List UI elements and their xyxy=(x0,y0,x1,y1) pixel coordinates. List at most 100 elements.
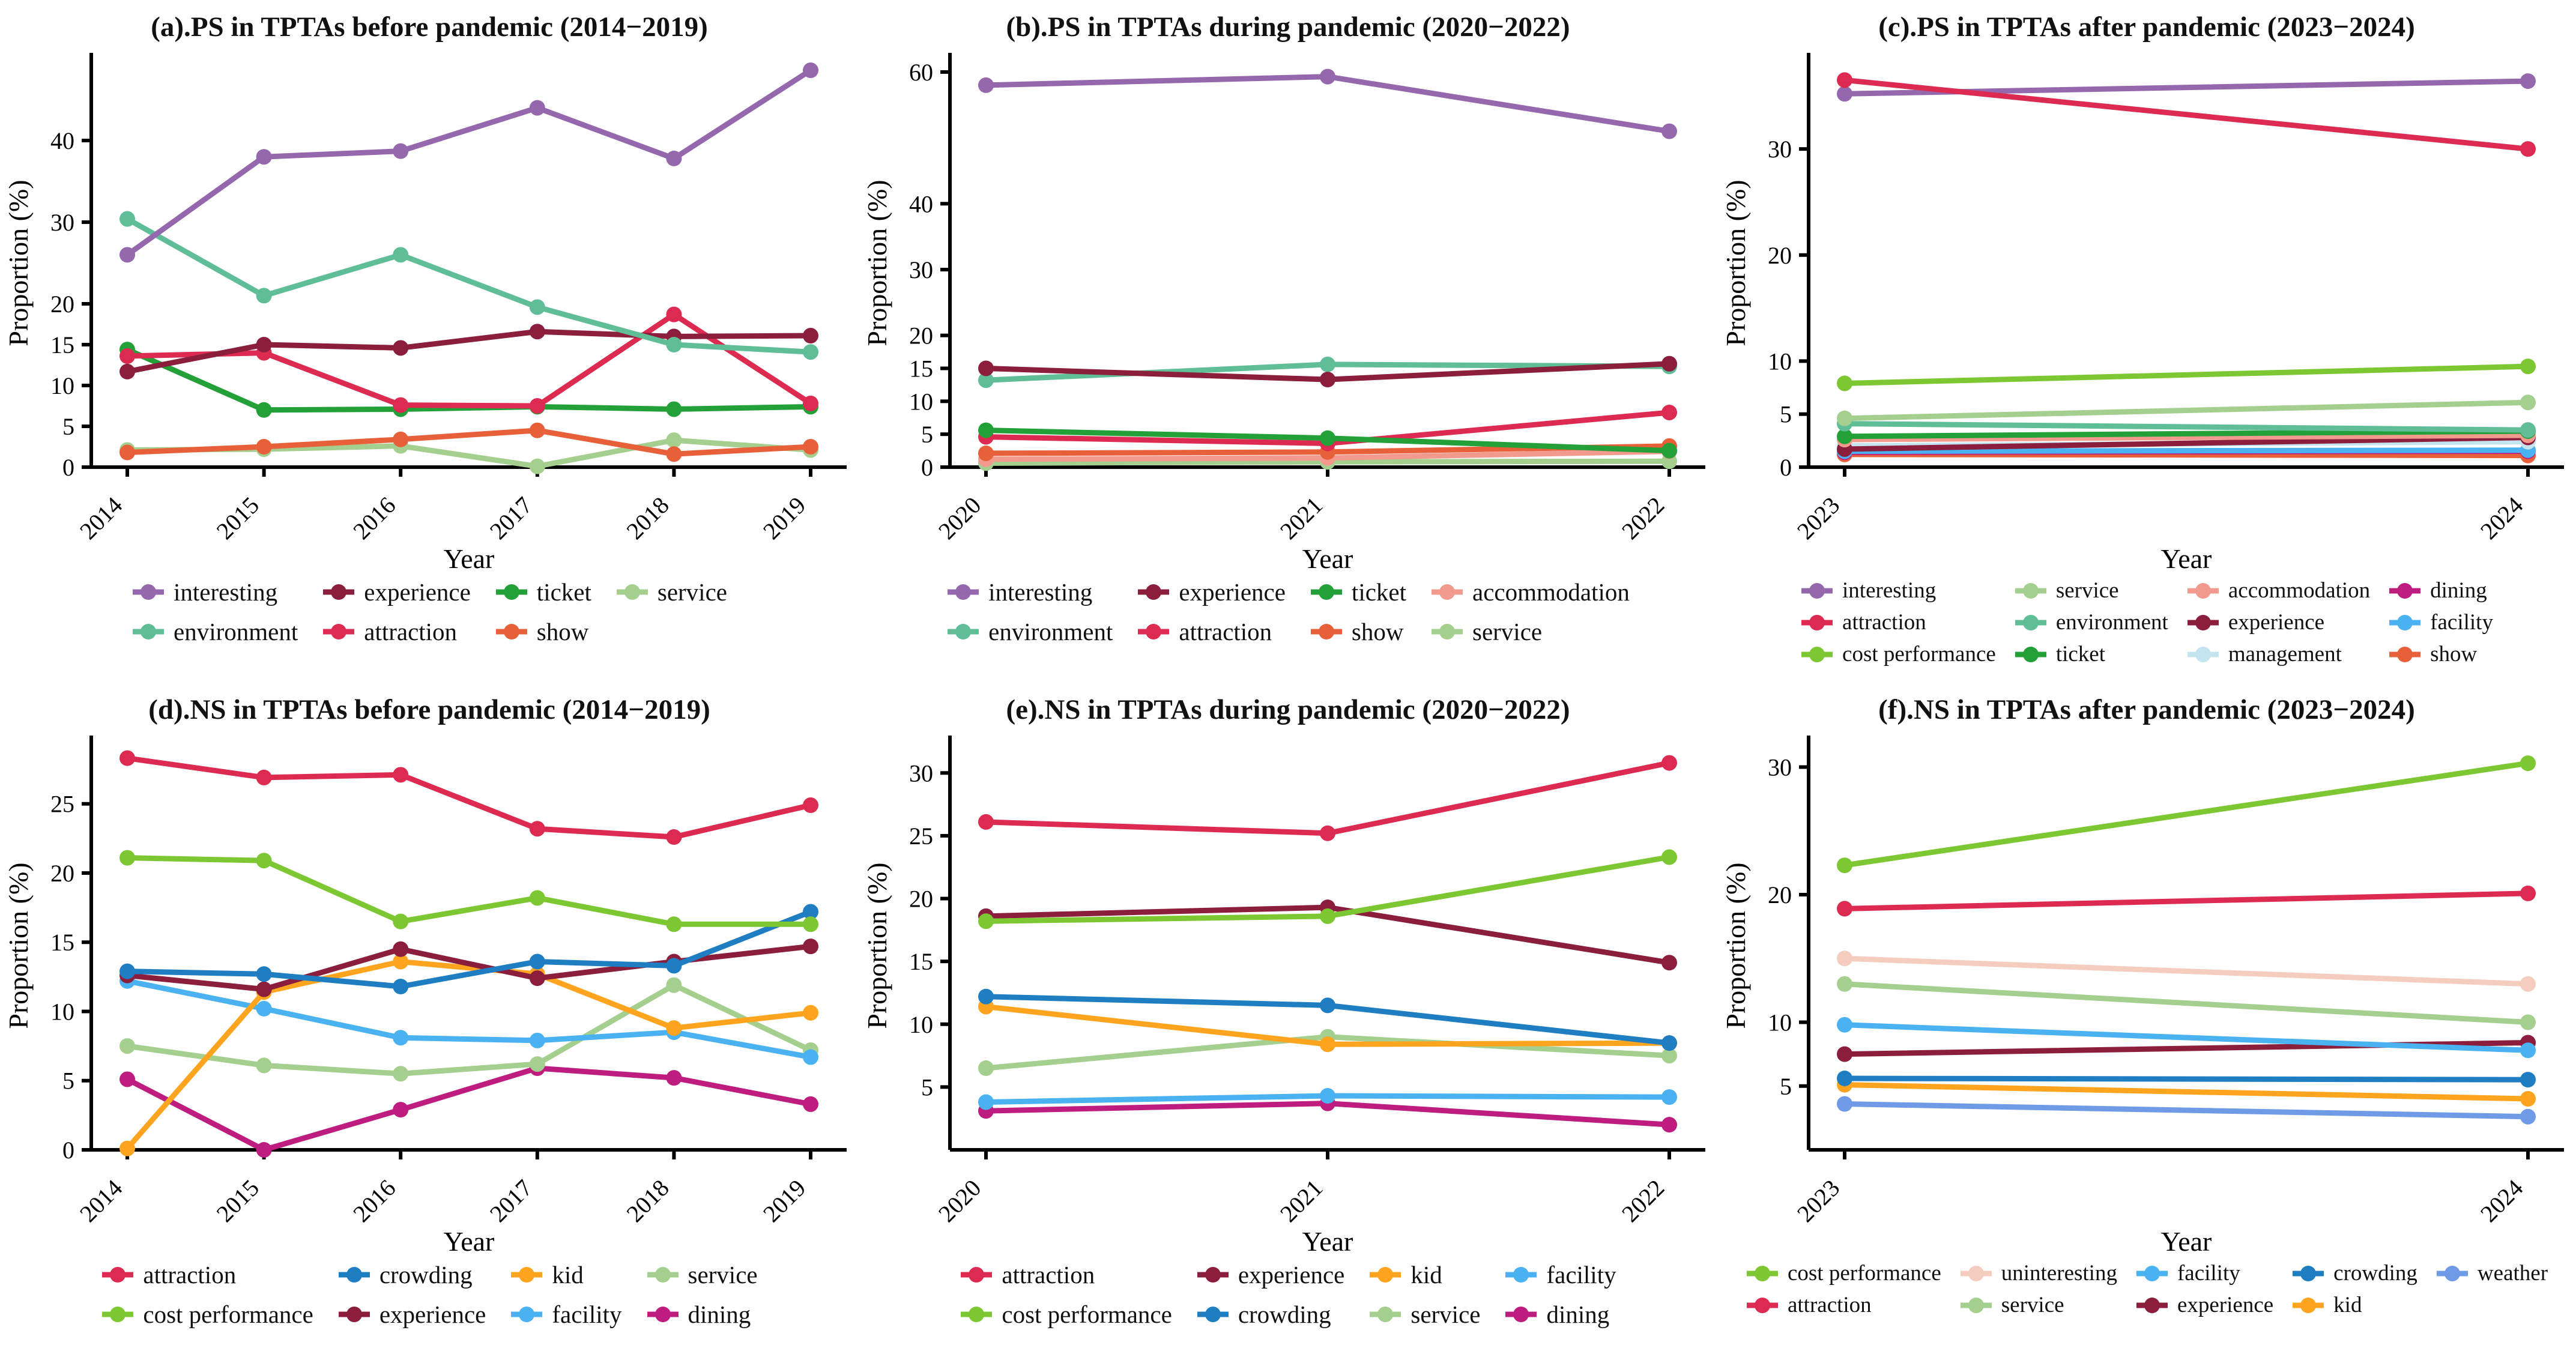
legend-item-dining: dining xyxy=(646,1300,758,1329)
legend-marker-icon xyxy=(323,584,355,600)
y-tick-label: 0 xyxy=(62,1137,74,1164)
series-service xyxy=(119,977,818,1082)
legend-label: management xyxy=(2228,642,2342,666)
y-axis-title: Proportion (%) xyxy=(862,862,892,1029)
legend-label: service xyxy=(2055,578,2119,603)
panel-e-title: (e).NS in TPTAs during pandemic (2020−20… xyxy=(1006,694,1570,725)
legend-marker-icon xyxy=(1310,584,1342,600)
y-tick-label: 40 xyxy=(909,190,933,217)
legend-marker-icon xyxy=(647,1307,679,1322)
y-axis-title: Proportion (%) xyxy=(862,180,892,346)
legend-marker-icon xyxy=(1138,584,1170,600)
y-tick-label: 5 xyxy=(62,413,74,440)
legend-marker-icon xyxy=(1801,582,1833,599)
series-dining xyxy=(119,1060,818,1158)
legend-item-show: show xyxy=(495,617,591,646)
legend-label: attraction xyxy=(143,1261,237,1289)
y-tick-label: 5 xyxy=(1780,1073,1792,1100)
legend-label: crowding xyxy=(1238,1301,1331,1328)
legend-label: facility xyxy=(552,1301,622,1328)
legend-item-kid: kid xyxy=(1368,1260,1480,1289)
legend-marker-icon xyxy=(1505,1267,1537,1283)
panel-a: (a).PS in TPTAs before pandemic (2014−20… xyxy=(0,0,859,683)
legend-marker-icon xyxy=(2389,646,2421,662)
y-tick-label: 25 xyxy=(909,823,933,850)
legend-label: experience xyxy=(364,578,471,606)
y-tick-label: 10 xyxy=(50,372,74,399)
x-tick-label: 2022 xyxy=(1616,492,1669,545)
y-tick-label: 20 xyxy=(1768,242,1792,269)
legend-marker-icon xyxy=(495,624,527,639)
legend-item-environment: environment xyxy=(132,617,298,646)
legend-item-environment: environment xyxy=(946,617,1113,646)
panel-c-legend: interesting service accommodation dining att… xyxy=(1717,578,2576,667)
legend-item-attraction: attraction xyxy=(1746,1292,1941,1318)
legend-item-experience: experience xyxy=(1196,1260,1345,1289)
legend-item-ticket: ticket xyxy=(495,578,591,606)
panel-a-title: (a).PS in TPTAs before pandemic (2014−20… xyxy=(151,11,708,43)
legend-marker-icon xyxy=(2293,1265,2324,1281)
y-tick-label: 20 xyxy=(50,291,74,318)
y-tick-label: 20 xyxy=(909,886,933,913)
legend-item-uninteresting: uninteresting xyxy=(1959,1260,2117,1286)
x-axis-title: Year xyxy=(2161,1226,2212,1257)
legend-marker-icon xyxy=(2015,614,2046,630)
legend-marker-icon xyxy=(1960,1297,1992,1313)
panel-f-legend: cost performance uninteresting facility cro… xyxy=(1717,1260,2576,1318)
legend-label: interesting xyxy=(1842,578,1937,603)
legend-item-attraction: attraction xyxy=(1800,609,1996,635)
legend-item-experience: experience xyxy=(2135,1292,2273,1318)
legend-label: environment xyxy=(2055,610,2168,635)
x-tick-label: 2022 xyxy=(1616,1174,1669,1227)
legend-item-show: show xyxy=(2388,641,2493,667)
legend-label: interesting xyxy=(174,578,278,606)
legend-marker-icon xyxy=(948,584,979,600)
series-ticket xyxy=(978,422,1677,459)
panel-e-chart: 5 10 15 20 25 30 2020 2021 2022 Proportion (%) Yea… xyxy=(862,736,1705,1257)
legend-marker-icon xyxy=(102,1307,134,1322)
legend-label: kid xyxy=(2333,1293,2362,1317)
legend-item-weather: weather xyxy=(2435,1260,2548,1286)
legend-marker-icon xyxy=(133,624,165,639)
legend-marker-icon xyxy=(1370,1267,1401,1283)
series-crowding xyxy=(978,988,1677,1051)
legend-item-service: service xyxy=(1959,1292,2117,1318)
legend-marker-icon xyxy=(2389,614,2421,630)
x-tick-label: 2018 xyxy=(621,492,674,545)
legend-label: service xyxy=(1472,618,1543,645)
panel-b-title: (b).PS in TPTAs during pandemic (2020−20… xyxy=(1006,11,1570,43)
legend-item-kid: kid xyxy=(2291,1292,2417,1318)
y-tick-label: 30 xyxy=(1768,136,1792,163)
x-tick-label: 2019 xyxy=(758,492,811,545)
y-tick-label: 15 xyxy=(909,355,933,382)
x-axis-title: Year xyxy=(444,543,495,574)
legend-marker-icon xyxy=(2015,646,2046,662)
legend-item-attraction: attraction xyxy=(960,1260,1172,1289)
y-tick-label: 40 xyxy=(50,127,74,154)
legend-marker-icon xyxy=(961,1307,993,1322)
legend-marker-icon xyxy=(2293,1297,2324,1313)
legend-label: experience xyxy=(1238,1261,1345,1289)
series-service xyxy=(978,1029,1677,1076)
legend-label: attraction xyxy=(364,618,458,645)
panel-e: (e).NS in TPTAs during pandemic (2020−20… xyxy=(859,683,1717,1366)
legend-item-cost-performance: cost performance xyxy=(960,1300,1172,1329)
legend-label: dining xyxy=(688,1301,751,1328)
legend-marker-icon xyxy=(1370,1307,1401,1322)
series-facility xyxy=(978,1088,1677,1110)
panel-c: (c).PS in TPTAs after pandemic (2023−202… xyxy=(1717,0,2576,683)
x-tick-label: 2021 xyxy=(1275,1174,1328,1227)
legend-item-cost-performance: cost performance xyxy=(1800,641,1996,667)
legend-marker-icon xyxy=(2136,1265,2168,1281)
legend-item-crowding: crowding xyxy=(1196,1300,1345,1329)
panel-b: (b).PS in TPTAs during pandemic (2020−20… xyxy=(859,0,1717,683)
y-tick-label: 30 xyxy=(909,760,933,787)
legend-item-facility: facility xyxy=(1504,1260,1616,1289)
legend-label: show xyxy=(2430,642,2478,666)
legend-label: service xyxy=(2001,1293,2064,1317)
legend-item-ticket: ticket xyxy=(1310,578,1406,606)
legend-label: service xyxy=(657,578,727,606)
legend-marker-icon xyxy=(1138,624,1170,639)
legend-label: attraction xyxy=(1842,610,1926,635)
legend-marker-icon xyxy=(1801,614,1833,630)
